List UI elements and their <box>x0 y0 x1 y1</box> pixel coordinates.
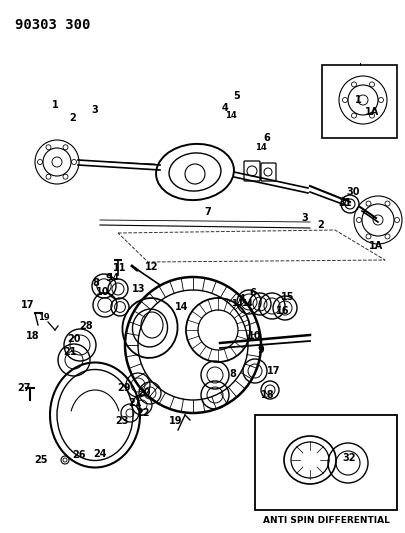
Text: 20: 20 <box>67 334 81 344</box>
Text: 30: 30 <box>345 187 359 197</box>
Text: 3: 3 <box>92 105 98 115</box>
Text: 17: 17 <box>266 366 280 376</box>
Bar <box>254 415 396 510</box>
Text: 27: 27 <box>17 383 31 393</box>
Text: 19: 19 <box>169 416 182 426</box>
Text: 21: 21 <box>128 398 141 408</box>
Text: 15: 15 <box>281 292 294 302</box>
Text: 9: 9 <box>105 273 112 283</box>
Text: 14: 14 <box>175 302 188 312</box>
Text: 11: 11 <box>113 263 126 273</box>
Text: 1: 1 <box>51 100 58 110</box>
Text: 6: 6 <box>263 133 270 143</box>
Text: 13: 13 <box>132 284 145 294</box>
Text: 2: 2 <box>317 220 324 230</box>
Text: 8: 8 <box>229 369 236 379</box>
Text: 14: 14 <box>254 143 266 152</box>
Text: 5: 5 <box>233 91 240 101</box>
Text: 19: 19 <box>38 313 50 322</box>
Text: 25: 25 <box>34 455 48 465</box>
Text: 4: 4 <box>221 103 228 113</box>
Text: 6: 6 <box>249 288 256 298</box>
Text: 14: 14 <box>224 111 236 120</box>
Text: 14: 14 <box>241 298 252 308</box>
Text: 16: 16 <box>275 306 289 316</box>
Text: 9: 9 <box>257 345 264 355</box>
Text: 21: 21 <box>63 347 77 357</box>
Text: 31: 31 <box>337 198 351 208</box>
Text: ANTI SPIN DIFFERENTIAL: ANTI SPIN DIFFERENTIAL <box>262 516 388 525</box>
Bar <box>321 65 396 138</box>
Text: 28: 28 <box>79 321 93 331</box>
Text: 8: 8 <box>92 278 99 288</box>
Text: 3: 3 <box>301 213 308 223</box>
Text: 12: 12 <box>145 262 158 272</box>
Text: 90303 300: 90303 300 <box>15 18 90 32</box>
Text: 4: 4 <box>238 294 245 304</box>
Text: 1A: 1A <box>364 107 378 117</box>
Text: 26: 26 <box>72 450 85 460</box>
Text: 23: 23 <box>115 416 128 426</box>
Text: 18: 18 <box>260 390 274 400</box>
Text: 18: 18 <box>26 331 40 341</box>
Text: 29: 29 <box>117 383 130 393</box>
Text: 2: 2 <box>69 113 76 123</box>
Text: 10: 10 <box>96 287 109 297</box>
Text: 1A: 1A <box>368 241 382 251</box>
Text: 32: 32 <box>341 453 355 463</box>
Text: 1: 1 <box>354 95 360 105</box>
Text: 24: 24 <box>93 449 107 459</box>
Text: 10: 10 <box>247 331 261 341</box>
Text: 14: 14 <box>230 298 242 308</box>
Text: 7: 7 <box>204 207 211 217</box>
Text: 17: 17 <box>21 300 35 310</box>
Text: 22: 22 <box>136 408 149 418</box>
Text: 20: 20 <box>137 388 150 398</box>
Text: 14: 14 <box>107 273 119 282</box>
